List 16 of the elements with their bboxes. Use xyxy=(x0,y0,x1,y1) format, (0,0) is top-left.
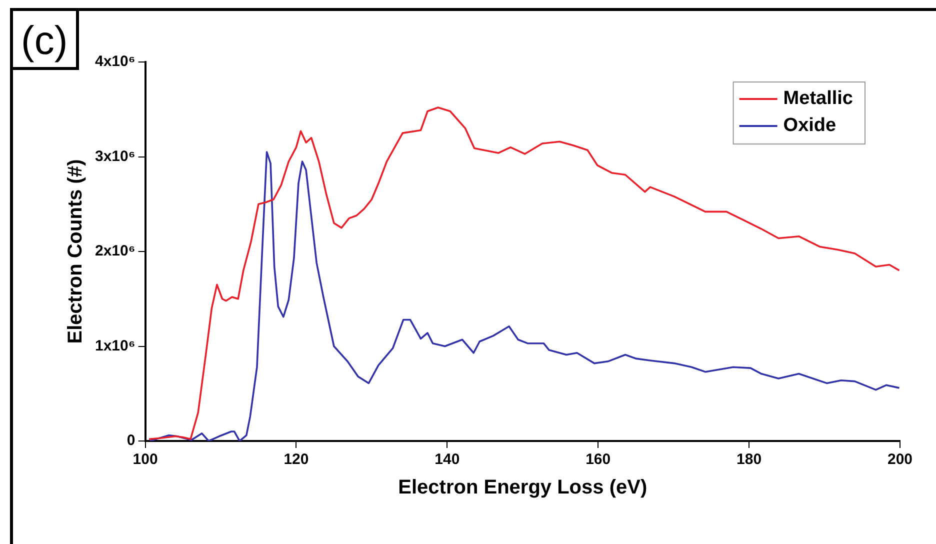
y-tick-label: 2x10⁶ xyxy=(94,242,136,260)
x-tick-label: 160 xyxy=(586,451,611,468)
y-tick-label: 1x10⁶ xyxy=(94,337,136,354)
x-tick-label: 200 xyxy=(887,451,913,468)
y-tick-label: 0 xyxy=(126,432,136,450)
x-axis-title: Electron Energy Loss (eV) xyxy=(398,476,648,499)
y-tick-label: 4x10⁶ xyxy=(94,53,136,70)
x-tick-label: 180 xyxy=(736,451,762,468)
legend-label: Oxide xyxy=(783,115,836,136)
x-tick-label: 100 xyxy=(132,451,158,468)
text: (c) xyxy=(10,8,79,70)
y-axis-title: Electron Counts (#) xyxy=(64,159,87,344)
y-tick-label: 3x10⁶ xyxy=(94,148,136,165)
legend-label: Metallic xyxy=(783,88,854,110)
x-tick-label: 140 xyxy=(434,451,460,468)
x-tick-label: 120 xyxy=(284,451,309,468)
